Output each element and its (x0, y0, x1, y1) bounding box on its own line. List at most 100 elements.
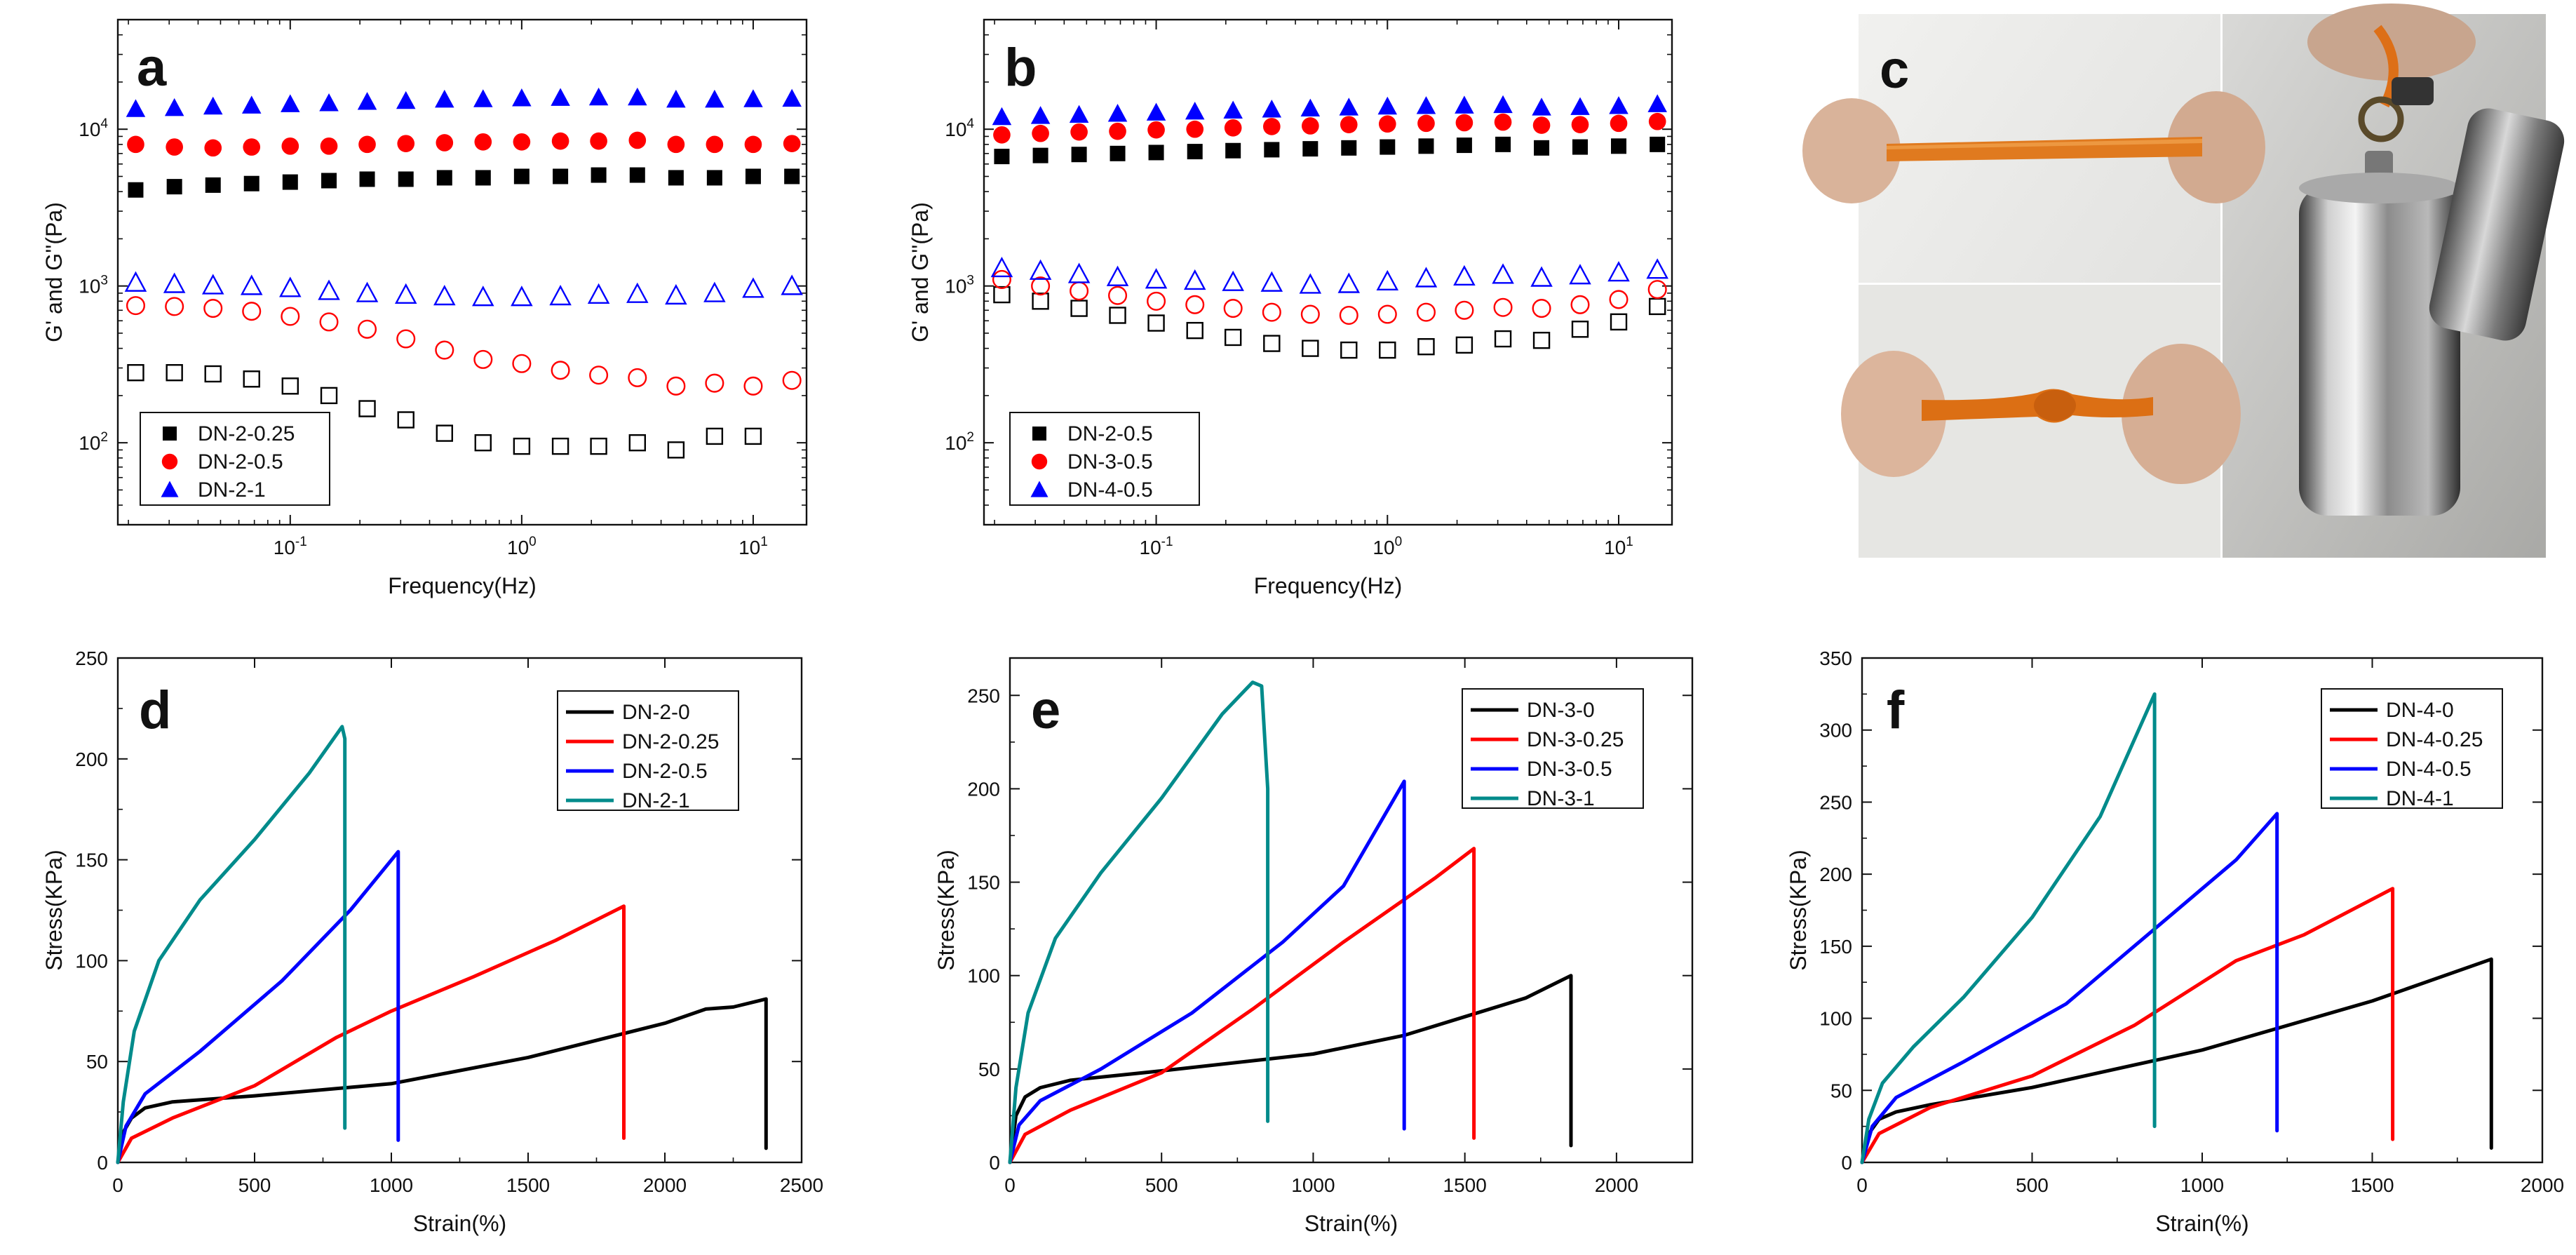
data-point (1145, 268, 1168, 289)
data-point (513, 168, 530, 184)
legend-marker (161, 453, 178, 470)
data-point (990, 256, 1013, 278)
data-point (666, 376, 686, 396)
data-point (1610, 114, 1628, 133)
y-tick-label: 200 (1819, 864, 1852, 885)
x-tick-label: 2000 (1595, 1174, 1638, 1196)
data-point (1302, 141, 1319, 157)
data-point (993, 126, 1011, 144)
data-point (1340, 341, 1358, 359)
x-axis-title: Strain(%) (2155, 1211, 2248, 1236)
data-point (588, 87, 609, 106)
data-point (1455, 114, 1474, 132)
y-tick-label: 300 (1819, 720, 1852, 741)
knotted-strip-photo (1841, 344, 2241, 484)
data-point (474, 434, 492, 452)
data-point (628, 87, 647, 106)
series-line (1860, 812, 2279, 1165)
legend-label: DN-2-0.25 (198, 422, 295, 445)
data-point (127, 135, 144, 154)
data-point (1532, 116, 1551, 134)
legend-label: DN-4-1 (2386, 787, 2454, 810)
data-point (551, 88, 570, 106)
x-tick-label: 0 (112, 1174, 123, 1196)
y-tick-label: 102 (79, 430, 108, 454)
x-tick-label: 100 (1373, 535, 1402, 558)
data-point (1032, 147, 1048, 163)
data-point (1110, 145, 1126, 161)
data-point (166, 179, 182, 195)
data-point (357, 92, 377, 110)
data-point (781, 274, 803, 295)
data-point (666, 89, 686, 108)
data-point (1222, 270, 1244, 291)
data-point (1607, 261, 1630, 282)
data-point (1571, 321, 1589, 338)
data-point (1378, 115, 1396, 133)
x-tick-label: 1500 (506, 1174, 550, 1196)
data-point (1187, 144, 1203, 160)
legend-label: DN-3-0.5 (1067, 450, 1153, 474)
data-point (203, 96, 223, 115)
data-point (359, 171, 375, 187)
strip-highlight (1887, 139, 2202, 149)
legend-label: DN-4-0.5 (1067, 478, 1153, 502)
data-point (1186, 321, 1203, 340)
data-point (358, 319, 377, 339)
data-point (474, 133, 492, 151)
y-tick-label: 200 (75, 749, 108, 770)
panel-d-tensile-chart: 0 500 1000 1500 2000 2500 0 50 100 150 200 250 Strai… (41, 647, 823, 1236)
legend-marker (161, 481, 179, 497)
data-point (1609, 290, 1628, 309)
data-point (396, 90, 416, 109)
data-point (281, 307, 300, 326)
left-finger (1802, 98, 1901, 203)
data-point (128, 182, 144, 198)
data-point (628, 131, 647, 149)
plot-frame (983, 18, 1673, 526)
data-point (665, 283, 687, 305)
legend-label: DN-3-0 (1527, 699, 1595, 722)
data-point (1148, 145, 1164, 161)
data-point (784, 168, 800, 184)
weight-hanging-photo (2299, 4, 2565, 516)
data-point (1337, 272, 1361, 293)
data-point (1341, 140, 1357, 156)
data-point (744, 427, 762, 445)
data-point (1570, 97, 1590, 115)
y-tick-label: 50 (86, 1051, 108, 1073)
data-point (743, 89, 763, 107)
y-tick-label: 150 (75, 850, 108, 871)
data-point (1299, 273, 1322, 294)
legend-label: DN-2-0.5 (198, 450, 283, 474)
photo-divider-horizontal (1859, 283, 2220, 285)
data-point (1455, 336, 1474, 354)
x-tick-label: 100 (507, 535, 537, 558)
data-point (1147, 314, 1165, 332)
series-line (116, 997, 768, 1165)
plot-frame (1009, 657, 1694, 1164)
right-hand (2122, 344, 2241, 484)
data-point (1070, 123, 1088, 141)
data-point (782, 370, 802, 390)
data-point (1611, 138, 1627, 154)
data-point (203, 299, 223, 318)
data-point (992, 107, 1012, 126)
data-point (703, 281, 726, 302)
data-point (587, 283, 610, 304)
data-point (551, 132, 569, 150)
data-point (166, 364, 183, 382)
legend-label: DN-4-0.5 (2386, 758, 2472, 781)
data-point (1417, 114, 1435, 133)
series-line (116, 725, 347, 1165)
data-point (397, 411, 414, 429)
y-tick-label: 150 (967, 872, 1000, 894)
panel-letter: e (1031, 680, 1060, 740)
series-line (1860, 692, 2157, 1165)
data-point (1532, 299, 1551, 318)
y-tick-label: 100 (967, 965, 1000, 987)
data-point (551, 437, 569, 455)
data-point (1534, 140, 1550, 156)
data-point (1530, 266, 1553, 287)
